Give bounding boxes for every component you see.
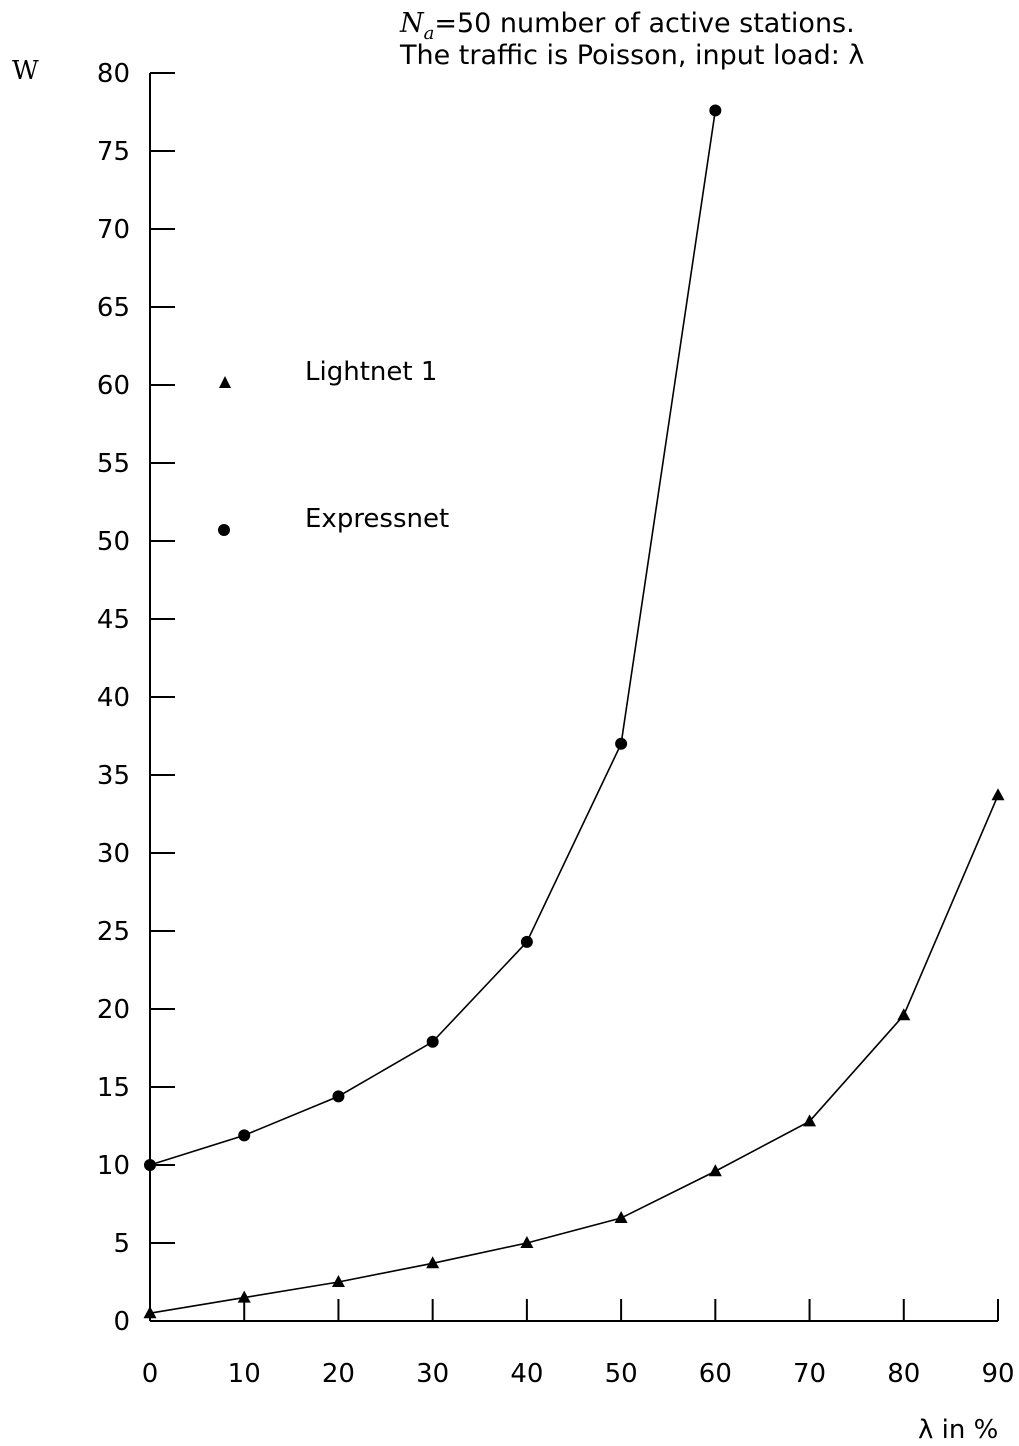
x-axis-title: λ in % (918, 1415, 998, 1445)
data-point-expressnet (615, 737, 628, 750)
x-tick-label: 50 (605, 1359, 638, 1389)
data-point-expressnet (238, 1129, 251, 1142)
data-point-expressnet (426, 1035, 439, 1048)
x-tick-label: 90 (981, 1359, 1014, 1389)
data-point-lightnet-1 (803, 1114, 817, 1127)
y-tick-label: 20 (97, 995, 130, 1025)
data-point-expressnet (144, 1159, 156, 1171)
data-point-lightnet-1 (614, 1211, 628, 1224)
header-line-1: Na=50 number of active stations. (399, 8, 855, 44)
data-point-lightnet-1 (520, 1236, 534, 1248)
x-tick-label: 40 (510, 1359, 543, 1389)
header-rest: =50 number of active stations. (434, 8, 854, 39)
y-tick-label: 5 (113, 1229, 130, 1259)
data-point-lightnet-1 (426, 1256, 440, 1269)
y-axis-ticks: 0 5 10 15 20 25 30 35 40 45 50 55 60 65 70 75 80 (97, 59, 175, 1337)
y-tick-label: 25 (97, 917, 130, 947)
legend: Lightnet 1 Expressnet (218, 357, 449, 536)
y-tick-label: 50 (97, 527, 130, 557)
legend-label-expressnet: Expressnet (305, 504, 449, 534)
x-tick-label: 0 (142, 1359, 159, 1389)
y-tick-label: 75 (97, 137, 130, 167)
data-point-expressnet (332, 1090, 345, 1103)
data-point-lightnet-1 (991, 788, 1005, 801)
data-point-lightnet-1 (331, 1275, 345, 1287)
data-point-lightnet-1 (237, 1290, 251, 1303)
data-point-lightnet-1 (143, 1306, 157, 1319)
data-point-lightnet-1 (708, 1164, 722, 1177)
y-tick-label: 55 (97, 449, 130, 479)
y-tick-label: 45 (97, 605, 130, 635)
header-line-2: The traffic is Poisson, input load: λ (399, 40, 864, 71)
legend-circle-marker (218, 524, 230, 536)
x-tick-label: 80 (887, 1359, 920, 1389)
y-tick-label: 40 (97, 683, 130, 713)
x-tick-label: 10 (228, 1359, 261, 1389)
data-point-expressnet (709, 104, 722, 117)
axes (149, 73, 998, 1322)
data-point-expressnet (520, 935, 533, 948)
y-tick-label: 35 (97, 761, 130, 791)
y-tick-label: 60 (97, 371, 130, 401)
y-tick-label: 70 (97, 215, 130, 245)
series-line-lightnet-1 (149, 794, 999, 1314)
x-tick-label: 30 (416, 1359, 449, 1389)
y-tick-label: 10 (97, 1151, 130, 1181)
data-point-lightnet-1 (897, 1008, 911, 1021)
y-tick-label: 0 (113, 1307, 130, 1337)
x-tick-label: 60 (699, 1359, 732, 1389)
x-tick-label: 70 (793, 1359, 826, 1389)
y-tick-label: 65 (97, 293, 130, 323)
series-group (143, 104, 1005, 1319)
y-axis-title: W (12, 56, 39, 86)
series-line-expressnet (149, 110, 717, 1166)
legend-label-lightnet: Lightnet 1 (305, 357, 437, 387)
legend-triangle-marker (219, 376, 231, 388)
x-axis-ticks: 0 10 20 30 40 50 60 70 80 90 (142, 1299, 1015, 1389)
header-subscript: a (424, 23, 435, 44)
y-tick-label: 30 (97, 839, 130, 869)
x-tick-label: 20 (322, 1359, 355, 1389)
header-variable: N (399, 8, 425, 39)
y-tick-label: 15 (97, 1073, 130, 1103)
y-tick-label: 80 (97, 59, 130, 89)
